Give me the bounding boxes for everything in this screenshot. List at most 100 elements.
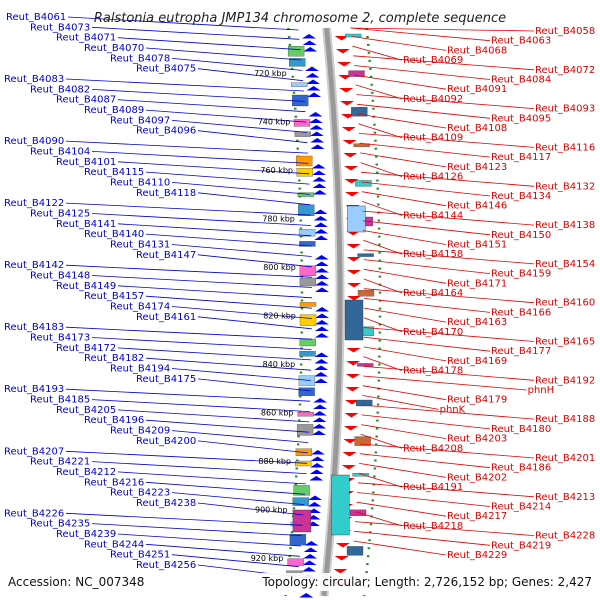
- forward-gene-arrow: [309, 131, 324, 136]
- feature-block: [299, 277, 317, 287]
- connector-layer: [65, 16, 535, 578]
- right-gene-label: Reut_B4058: [535, 26, 595, 37]
- reverse-gene-arrow: [344, 166, 358, 171]
- right-connector-line: [353, 55, 535, 71]
- left-connector-line: [91, 151, 309, 164]
- right-gene-label: Reut_B4151: [447, 240, 507, 251]
- feature-block: [348, 70, 365, 77]
- right-connector-line: [354, 74, 447, 90]
- right-connector-line: [363, 327, 535, 342]
- right-gene-label: Reut_B4154: [535, 259, 595, 270]
- left-gene-label: Reut_B4149: [56, 281, 116, 292]
- reverse-gene-arrow: [335, 49, 350, 54]
- left-gene-label: Reut_B4183: [4, 322, 64, 333]
- forward-gene-arrow: [303, 554, 318, 559]
- left-gene-label: Reut_B4205: [56, 405, 116, 416]
- right-gene-label: Reut_B4092: [403, 94, 463, 105]
- forward-gene-arrow: [307, 92, 322, 97]
- reverse-gene-arrow: [342, 452, 357, 457]
- right-connector-line: [361, 414, 491, 430]
- right-gene-label: Reut_B4166: [491, 307, 551, 318]
- reverse-gene-arrow: [346, 361, 361, 366]
- right-connector-line: [360, 162, 403, 177]
- right-gene-label: Reut_B4144: [403, 210, 463, 221]
- feature-block-large: [347, 205, 366, 233]
- kbp-tick-label: 840 kbp: [263, 360, 296, 369]
- feature-block: [353, 143, 370, 147]
- left-gene-label: Reut_B4256: [136, 560, 196, 571]
- reverse-gene-arrow: [339, 88, 354, 93]
- right-gene-label: Reut_B4164: [403, 288, 463, 299]
- right-connector-line: [361, 181, 491, 197]
- forward-gene-arrow: [312, 424, 327, 429]
- left-connector-line: [171, 182, 310, 195]
- right-gene-label: Reut_B4134: [491, 191, 551, 202]
- kbp-tick-label: 900 kbp: [255, 506, 288, 515]
- right-connector-line: [362, 201, 403, 216]
- right-connector-line: [361, 404, 535, 420]
- forward-gene-arrow: [314, 365, 329, 370]
- right-connector-line: [363, 278, 403, 294]
- right-gene-label: Reut_B4213: [535, 492, 595, 503]
- right-gene-label: Reut_B4091: [447, 84, 507, 95]
- right-connector-line: [357, 113, 447, 129]
- forward-gene-arrow: [302, 560, 317, 565]
- kbp-tick-label: 760 kbp: [260, 166, 293, 175]
- right-gene-label: Reut_B4146: [447, 201, 507, 212]
- right-gene-label: Reut_B4179: [447, 395, 507, 406]
- forward-gene-arrow: [313, 404, 327, 409]
- forward-gene-arrow: [312, 411, 327, 416]
- right-gene-label: Reut_B4178: [403, 366, 463, 377]
- left-connector-line: [171, 554, 299, 568]
- left-connector-line: [145, 233, 312, 247]
- forward-gene-arrow: [313, 209, 328, 214]
- right-connector-line: [360, 152, 447, 168]
- forward-gene-arrow: [311, 430, 326, 435]
- forward-gene-arrow: [304, 541, 319, 546]
- left-connector-line: [65, 450, 308, 464]
- right-gene-label: Reut_B4201: [535, 453, 595, 464]
- reverse-gene-arrow: [345, 374, 360, 379]
- left-connector-line: [117, 471, 306, 485]
- left-gene-label: Reut_B4110: [110, 177, 170, 188]
- left-gene-label: Reut_B4115: [84, 167, 144, 178]
- feature-block-large: [331, 474, 350, 536]
- left-connector-line: [171, 244, 312, 257]
- right-connector-line: [355, 521, 535, 536]
- right-connector-line: [362, 210, 535, 226]
- left-gene-label: Reut_B4087: [56, 95, 116, 106]
- left-connector-line: [117, 285, 313, 299]
- forward-gene-arrow: [314, 274, 329, 279]
- right-gene-label: phnH: [528, 385, 555, 396]
- left-connector-line: [91, 337, 312, 350]
- reverse-gene-arrow: [343, 153, 358, 158]
- reverse-gene-arrow: [346, 257, 361, 262]
- left-gene-label: Reut_B4196: [84, 415, 144, 426]
- feature-block: [356, 399, 373, 407]
- left-gene-label: Reut_B4194: [110, 364, 170, 375]
- left-connector-line: [65, 512, 303, 526]
- ring-layer: [284, 27, 382, 598]
- feature-block-large: [292, 509, 312, 533]
- right-gene-label: Reut_B4117: [491, 152, 551, 163]
- left-gene-label: Reut_B4125: [30, 209, 90, 220]
- reverse-gene-arrow: [341, 127, 356, 132]
- right-gene-label: Reut_B4093: [535, 104, 595, 115]
- feature-block: [296, 168, 313, 177]
- right-gene-label: Reut_B4132: [535, 181, 595, 192]
- reverse-gene-arrow: [347, 283, 361, 288]
- right-connector-line: [359, 453, 491, 469]
- kbp-tick-label: 780 kbp: [262, 215, 295, 224]
- forward-gene-arrow: [314, 359, 329, 364]
- label-layer: Reut_B4061Reut_B4073Reut_B4071Reut_B4070…: [4, 12, 595, 571]
- feature-block: [289, 534, 307, 546]
- right-gene-label: Reut_B4214: [491, 502, 551, 513]
- left-connector-line: [91, 523, 302, 536]
- right-gene-label: Reut_B4123: [447, 162, 507, 173]
- right-gene-label: Reut_B4170: [403, 327, 463, 338]
- right-gene-label: Reut_B4217: [447, 511, 507, 522]
- left-connector-line: [171, 430, 309, 443]
- right-connector-line: [350, 27, 535, 32]
- reverse-gene-arrow: [335, 543, 350, 548]
- feature-block: [346, 546, 364, 556]
